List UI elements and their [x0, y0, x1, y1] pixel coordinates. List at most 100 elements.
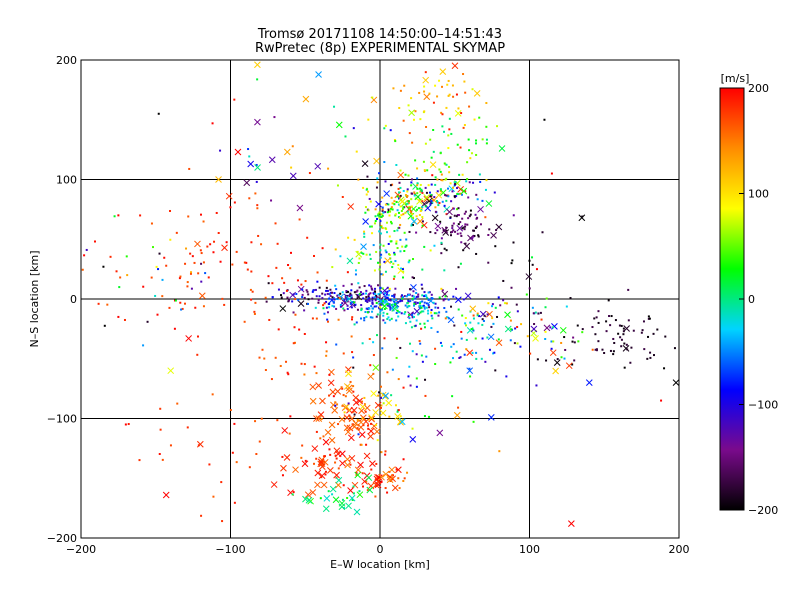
scatter-dot — [423, 326, 426, 329]
scatter-dot — [440, 252, 443, 255]
scatter-dot — [514, 327, 517, 330]
scatter-dot — [396, 195, 399, 198]
scatter-dot — [106, 303, 109, 306]
scatter-dot — [437, 204, 440, 207]
scatter-dot — [402, 119, 405, 122]
scatter-dot — [456, 187, 459, 190]
scatter-dot — [146, 320, 149, 323]
scatter-dot — [597, 310, 600, 313]
scatter-dot — [475, 139, 478, 142]
scatter-dot — [369, 364, 372, 367]
scatter-dot — [488, 228, 491, 231]
scatter-dot — [306, 290, 309, 293]
scatter-dot — [430, 200, 433, 203]
scatter-dot — [483, 314, 486, 317]
scatter-cross — [302, 95, 310, 103]
scatter-dot — [359, 291, 362, 294]
scatter-dot — [370, 305, 373, 308]
scatter-dot — [481, 138, 484, 141]
scatter-dot — [460, 337, 463, 340]
scatter-dot — [333, 292, 336, 295]
x-tick-label: 0 — [377, 543, 384, 556]
scatter-dot — [550, 347, 553, 350]
scatter-dot — [426, 169, 429, 172]
scatter-dot — [346, 300, 349, 303]
scatter-dot — [331, 493, 334, 496]
scatter-dot — [336, 294, 339, 297]
colorbar-tick-label: −200 — [748, 504, 778, 517]
scatter-dot — [368, 284, 371, 287]
scatter-cross — [344, 461, 351, 469]
scatter-dot — [426, 296, 429, 299]
scatter-dot — [452, 207, 455, 210]
colorbar-label: [m/s] — [721, 72, 750, 85]
scatter-dot — [372, 354, 375, 357]
scatter-cross — [368, 414, 375, 422]
scatter-dot — [341, 387, 344, 390]
scatter-dot — [468, 105, 471, 108]
scatter-cross — [423, 93, 431, 101]
scatter-dot — [487, 302, 490, 305]
scatter-cross — [283, 454, 291, 461]
scatter-cross — [254, 61, 261, 69]
scatter-dot — [502, 299, 505, 302]
scatter-dot — [403, 250, 406, 253]
scatter-dot — [179, 301, 182, 304]
scatter-cross — [454, 296, 462, 304]
scatter-dot — [449, 182, 452, 185]
scatter-dot — [347, 236, 350, 239]
scatter-dot — [468, 149, 471, 152]
scatter-dot — [376, 298, 379, 301]
scatter-cross — [339, 450, 346, 458]
scatter-dot — [123, 318, 126, 321]
scatter-dot — [443, 204, 446, 207]
scatter-dot — [386, 303, 389, 306]
scatter-dot — [383, 127, 386, 130]
scatter-cross — [446, 208, 453, 216]
scatter-dot — [534, 311, 537, 314]
scatter-dot — [219, 149, 222, 152]
scatter-dot — [451, 230, 454, 233]
scatter-dot — [294, 313, 297, 316]
scatter-dot — [445, 226, 448, 229]
scatter-dot — [423, 245, 426, 248]
scatter-dot — [420, 188, 423, 191]
scatter-cross — [553, 359, 561, 366]
scatter-dot — [516, 342, 519, 345]
scatter-dot — [347, 290, 350, 293]
scatter-dot — [313, 365, 316, 368]
scatter-dot — [384, 321, 387, 324]
scatter-dot — [439, 220, 442, 223]
scatter-dot — [378, 306, 381, 309]
scatter-dot — [459, 146, 462, 149]
scatter-cross — [429, 161, 437, 168]
scatter-dot — [408, 208, 411, 211]
scatter-dot — [399, 89, 402, 92]
scatter-dot — [435, 200, 438, 203]
scatter-dot — [464, 317, 467, 320]
scatter-cross — [473, 89, 481, 97]
scatter-cross — [382, 392, 389, 400]
scatter-dot — [370, 225, 373, 228]
scatter-cross — [372, 364, 380, 372]
scatter-dot — [304, 280, 307, 283]
scatter-dot — [379, 220, 382, 223]
scatter-dot — [400, 267, 403, 270]
scatter-dot — [409, 211, 412, 214]
y-tick-label: 100 — [56, 174, 77, 187]
scatter-dot — [462, 126, 465, 129]
scatter-dot — [436, 229, 439, 232]
scatter-dot — [439, 188, 442, 191]
scatter-dot — [385, 251, 388, 254]
scatter-dot — [421, 305, 424, 308]
scatter-dot — [434, 347, 437, 350]
scatter-dot — [303, 363, 306, 366]
scatter-dot — [291, 493, 294, 496]
scatter-dot — [352, 356, 355, 359]
scatter-dot — [293, 341, 296, 344]
scatter-dot — [329, 453, 332, 456]
scatter-cross — [313, 415, 320, 422]
scatter-dot — [463, 80, 466, 83]
scatter-dot — [311, 290, 314, 293]
